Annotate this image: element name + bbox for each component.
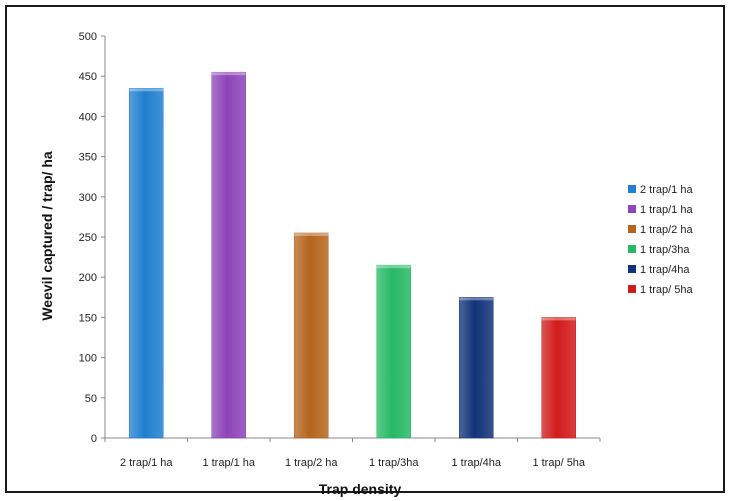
- y-tick-label: 150: [79, 312, 97, 324]
- bar: [376, 264, 411, 439]
- y-axis: 0 50 100 150 200 250 300 350 400 450 500: [79, 31, 106, 445]
- bar-highlight: [459, 297, 494, 301]
- x-tick-label: 2 trap/1 ha: [120, 457, 173, 469]
- x-axis: 2 trap/1 ha 1 trap/1 ha 1 trap/2 ha 1 trap/…: [104, 437, 601, 469]
- legend-swatch: [628, 185, 636, 193]
- bar-highlight: [129, 88, 164, 92]
- legend-swatch: [628, 285, 636, 293]
- y-tick-label: 300: [79, 192, 97, 204]
- legend-label: 1 trap/1 ha: [640, 204, 693, 216]
- legend-swatch: [628, 225, 636, 233]
- bar-highlight: [541, 317, 576, 321]
- legend-swatch: [628, 265, 636, 273]
- bar: [211, 71, 246, 439]
- y-tick-label: 100: [79, 353, 97, 365]
- bars: [129, 71, 576, 439]
- bar-highlight: [294, 232, 329, 236]
- y-tick-label: 400: [79, 111, 97, 123]
- legend-label: 1 trap/3ha: [640, 244, 690, 256]
- bar: [294, 232, 329, 439]
- bar: [541, 317, 576, 439]
- x-tick-label: 1 trap/2 ha: [285, 457, 338, 469]
- bar-highlight: [376, 265, 411, 269]
- x-tick-label: 1 trap/4ha: [451, 457, 501, 469]
- legend-swatch: [628, 205, 636, 213]
- bar-highlight: [211, 72, 246, 76]
- legend-swatch: [628, 245, 636, 253]
- y-axis-title: Weevil captured / trap/ ha: [39, 151, 55, 321]
- y-tick-label: 500: [79, 31, 97, 43]
- legend-label: 1 trap/ 5ha: [640, 284, 693, 296]
- y-tick-label: 450: [79, 71, 97, 83]
- chart-frame: [5, 5, 725, 493]
- bar: [129, 88, 164, 439]
- x-tick-label: 1 trap/ 5ha: [532, 457, 585, 469]
- x-axis-title: Trap density: [319, 481, 402, 497]
- y-tick-label: 250: [79, 232, 97, 244]
- bar: [459, 297, 494, 439]
- y-tick-label: 50: [85, 393, 97, 405]
- y-tick-label: 350: [79, 152, 97, 164]
- x-tick-label: 1 trap/1 ha: [202, 457, 255, 469]
- legend-label: 1 trap/4ha: [640, 264, 690, 276]
- y-tick-label: 200: [79, 272, 97, 284]
- legend-label: 2 trap/1 ha: [640, 184, 693, 196]
- legend-label: 1 trap/2 ha: [640, 224, 693, 236]
- legend: 2 trap/1 ha 1 trap/1 ha 1 trap/2 ha 1 trap/…: [628, 184, 693, 296]
- y-tick-label: 0: [91, 433, 97, 445]
- x-tick-label: 1 trap/3ha: [369, 457, 419, 469]
